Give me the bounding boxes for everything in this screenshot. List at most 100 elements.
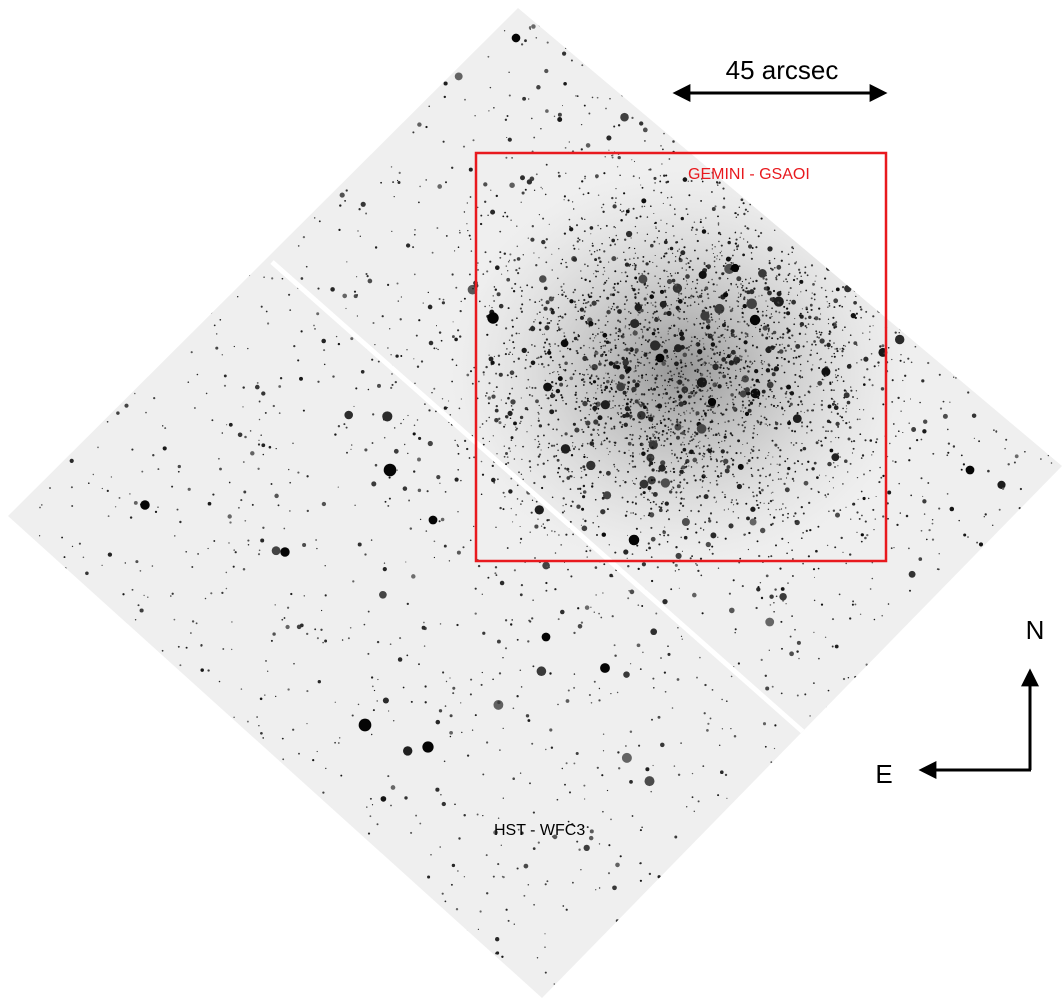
star [881, 201, 884, 205]
star [334, 701, 336, 703]
star [1015, 340, 1018, 343]
star [146, 741, 149, 744]
star [755, 346, 759, 349]
star [794, 262, 797, 265]
star [383, 562, 386, 564]
star [746, 298, 757, 310]
star [191, 836, 195, 840]
star [313, 217, 316, 219]
star [801, 953, 803, 955]
star [981, 186, 984, 188]
star [582, 344, 585, 347]
star [700, 390, 702, 392]
star [489, 260, 492, 263]
star [926, 538, 928, 541]
star [650, 556, 653, 558]
star [712, 283, 715, 286]
star [610, 427, 613, 430]
star [47, 833, 49, 835]
star [480, 214, 483, 217]
star [774, 421, 777, 423]
star [37, 993, 45, 998]
star [710, 912, 712, 915]
star [791, 549, 793, 552]
star [839, 509, 842, 511]
star [563, 199, 565, 201]
star [748, 244, 753, 249]
star [258, 400, 261, 403]
star [894, 460, 897, 464]
star [667, 248, 670, 250]
star [793, 237, 795, 239]
star [390, 354, 392, 356]
star [963, 533, 967, 537]
star [609, 451, 611, 453]
star [265, 948, 268, 951]
star [761, 809, 764, 812]
star [742, 411, 744, 413]
star [257, 553, 261, 556]
star [830, 361, 833, 364]
star [379, 966, 381, 968]
star [819, 359, 821, 361]
star [562, 480, 565, 483]
star [820, 440, 823, 443]
star [596, 264, 599, 267]
star [847, 437, 851, 441]
star [1033, 421, 1035, 423]
star [600, 384, 602, 387]
star [280, 230, 283, 233]
star [787, 293, 790, 296]
star [256, 263, 259, 265]
star [793, 349, 796, 352]
star [697, 349, 703, 355]
star [552, 371, 554, 374]
star [289, 790, 292, 793]
star [531, 617, 534, 620]
star [783, 280, 785, 282]
star [759, 402, 762, 405]
star [1045, 174, 1048, 177]
star [988, 92, 991, 96]
star [575, 319, 577, 321]
star [211, 419, 214, 422]
star [644, 475, 647, 478]
star [743, 212, 746, 216]
star [705, 333, 708, 336]
star [830, 397, 833, 400]
star [289, 861, 292, 864]
star [982, 773, 985, 776]
star [744, 349, 747, 352]
star [597, 388, 599, 390]
star [469, 196, 472, 198]
star [685, 452, 688, 455]
star [29, 601, 32, 604]
star [698, 495, 702, 498]
star [597, 525, 600, 528]
star [536, 357, 538, 360]
star [702, 445, 705, 448]
star [165, 777, 169, 781]
star [531, 24, 536, 29]
star [965, 126, 968, 129]
star [637, 567, 640, 571]
star [631, 460, 634, 463]
star [720, 472, 723, 475]
star [708, 426, 710, 429]
star [688, 70, 691, 74]
star [260, 434, 262, 436]
star [751, 344, 754, 347]
star [551, 389, 554, 392]
star [661, 341, 664, 344]
star [591, 242, 594, 245]
star [699, 101, 704, 106]
star [612, 293, 615, 297]
star [411, 574, 416, 579]
star [689, 449, 694, 455]
star [52, 26, 55, 29]
star [400, 422, 402, 425]
star [542, 434, 545, 437]
star [893, 846, 896, 850]
star [338, 906, 341, 909]
star [773, 427, 776, 430]
